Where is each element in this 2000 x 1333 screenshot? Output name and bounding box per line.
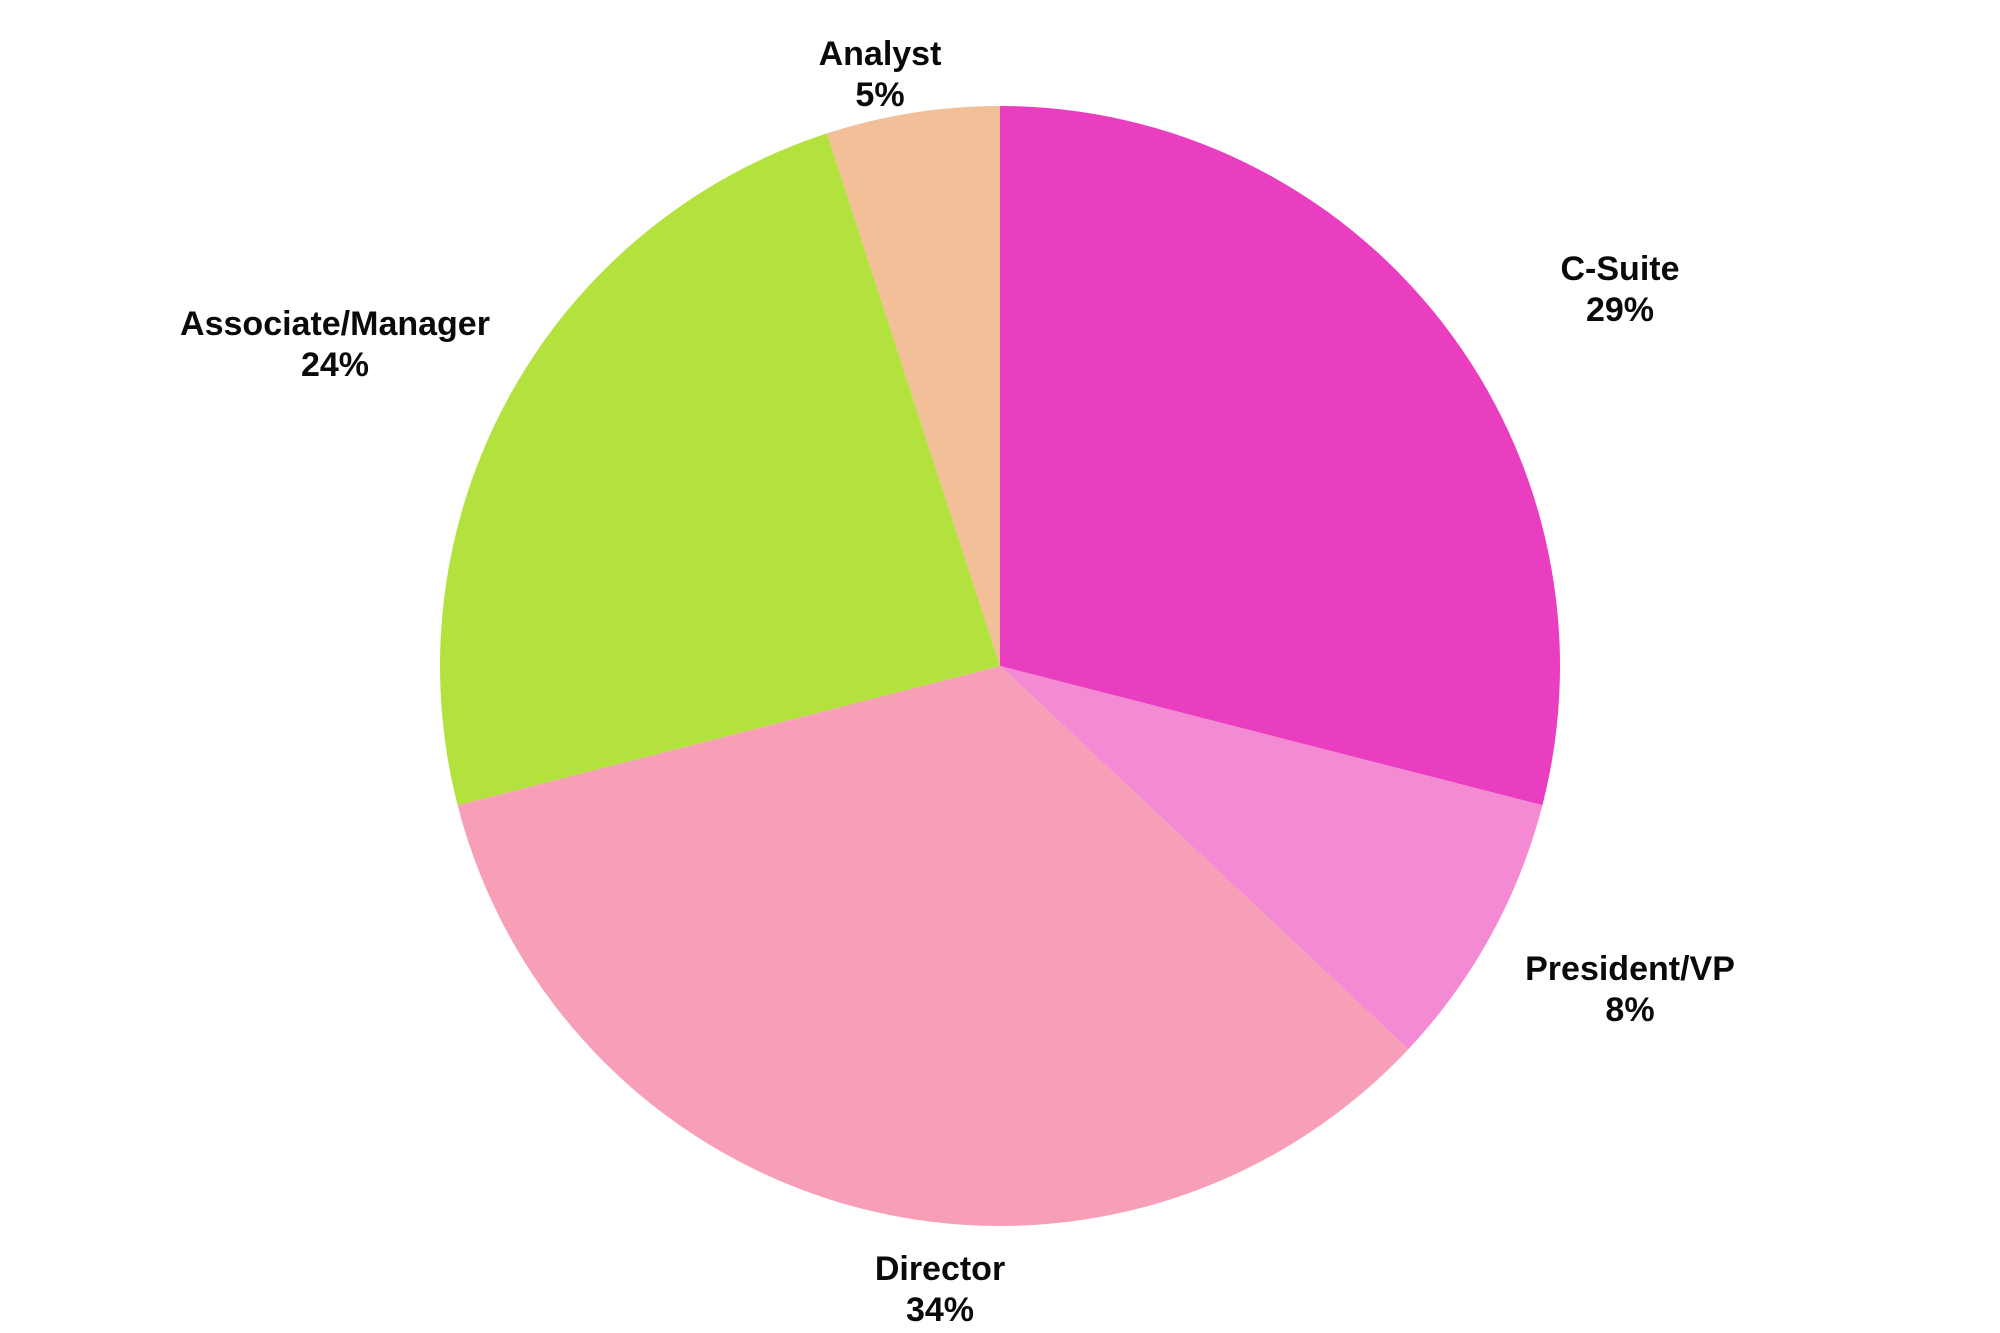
slice-label-percent: 24% xyxy=(180,345,490,386)
slice-label: Associate/Manager24% xyxy=(180,304,490,386)
slice-label: President/VP8% xyxy=(1525,949,1735,1031)
slice-label: C-Suite29% xyxy=(1561,249,1680,331)
slice-label-percent: 34% xyxy=(875,1290,1005,1331)
slice-label-name: Director xyxy=(875,1249,1005,1290)
slice-label-percent: 8% xyxy=(1525,990,1735,1031)
slice-label-name: C-Suite xyxy=(1561,249,1680,290)
chart-stage: C-Suite29% President/VP8% Director34% Assoc… xyxy=(0,0,2000,1333)
slice-label-percent: 5% xyxy=(819,75,942,116)
pie-chart xyxy=(0,0,2000,1333)
slice-label-name: Analyst xyxy=(819,34,942,75)
slice-label-name: President/VP xyxy=(1525,949,1735,990)
slice-label: Analyst5% xyxy=(819,34,942,116)
slice-label-percent: 29% xyxy=(1561,290,1680,331)
slice-label: Director34% xyxy=(875,1249,1005,1331)
slice-label-name: Associate/Manager xyxy=(180,304,490,345)
